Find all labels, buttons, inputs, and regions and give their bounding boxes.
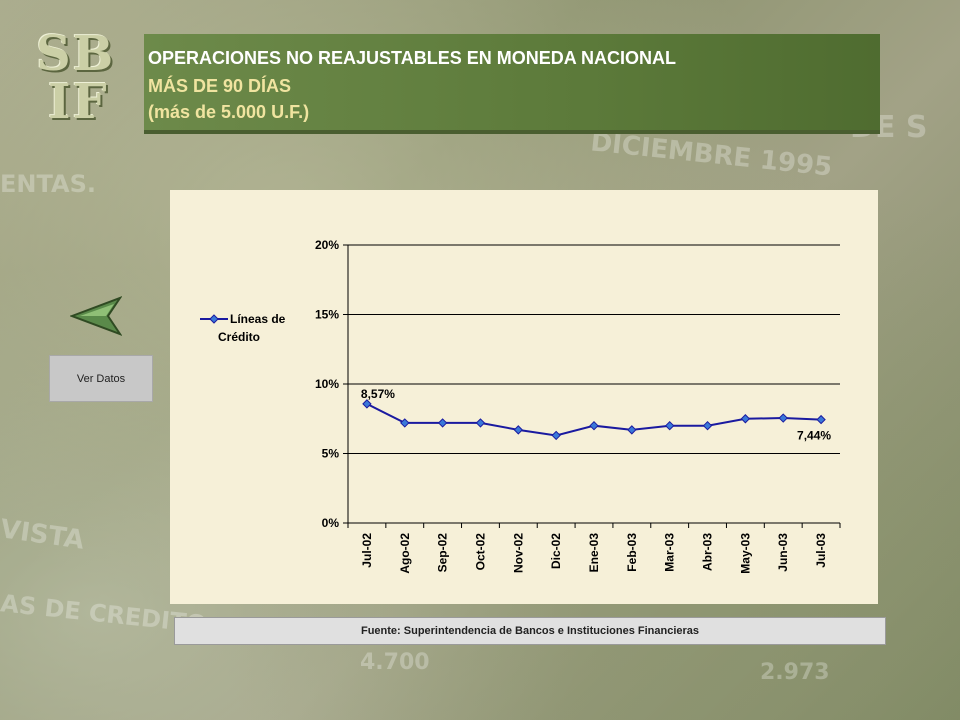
data-label: 7,44% [797,429,831,443]
data-point [627,425,637,435]
x-tick-label: May-03 [738,533,752,574]
background-watermark: ENTAS. [0,170,96,198]
series-line [366,402,822,437]
x-tick-label: Jun-03 [776,533,790,572]
data-point [702,420,713,431]
x-tick-label: Nov-02 [511,533,525,573]
legend-label-line1: Líneas de [230,312,286,326]
x-tick-label: Abr-03 [701,533,715,571]
y-tick-label: 10% [315,377,339,391]
x-tick-label: Sep-02 [436,533,450,573]
legend-marker [209,314,219,324]
x-tick-label: Mar-03 [663,533,677,572]
x-tick-label: Ene-03 [587,533,601,573]
back-button[interactable] [69,295,123,337]
data-point [589,420,599,431]
data-point [400,418,410,428]
data-label: 8,57% [361,387,395,401]
x-tick-label: Dic-02 [549,533,563,569]
data-point [513,425,524,435]
page-subtitle: MÁS DE 90 DÍAS [148,76,292,96]
x-tick-label: Jul-03 [814,533,828,568]
page-title: OPERACIONES NO REAJUSTABLES EN MONEDA NA… [148,48,677,68]
chart-panel: 0% 5% 10% 15% 20% Jul-02 Ago-02 Sep-02 Oct-02 Nov… [170,190,878,604]
data-point [740,414,751,424]
x-tick-label: Jul-02 [360,533,374,568]
back-arrow-icon [69,295,123,337]
y-tick-label: 20% [315,238,339,252]
legend-label-line2: Crédito [218,330,260,344]
page-note: (más de 5.000 U.F.) [148,102,310,122]
source-note: Fuente: Superintendencia de Bancos e Ins… [174,617,886,645]
background-watermark: 2.973 [760,660,830,685]
ver-datos-button[interactable]: Ver Datos [49,355,153,402]
sbif-logo: SB IF [36,26,116,130]
y-tick-label: 0% [322,516,340,530]
background-watermark: 4.700 [360,650,430,675]
line-chart: 0% 5% 10% 15% 20% Jul-02 Ago-02 Sep-02 Oct-02 Nov… [200,238,841,574]
data-point [778,413,788,423]
x-tick-label: Oct-02 [473,533,487,571]
x-tick-label: Ago-02 [398,533,412,574]
y-tick-label: 5% [322,447,340,461]
header-bar: OPERACIONES NO REAJUSTABLES EN MONEDA NA… [144,34,880,134]
data-point [816,414,826,425]
data-point [475,418,486,428]
x-tick-label: Feb-03 [625,533,639,572]
data-point [664,420,675,431]
background-watermark: VISTA [0,514,87,556]
background-watermark: DICIEMBRE 1995 [589,127,834,183]
data-point [362,399,372,409]
y-tick-label: 15% [315,308,339,322]
data-point [551,430,561,441]
data-point [437,418,448,428]
